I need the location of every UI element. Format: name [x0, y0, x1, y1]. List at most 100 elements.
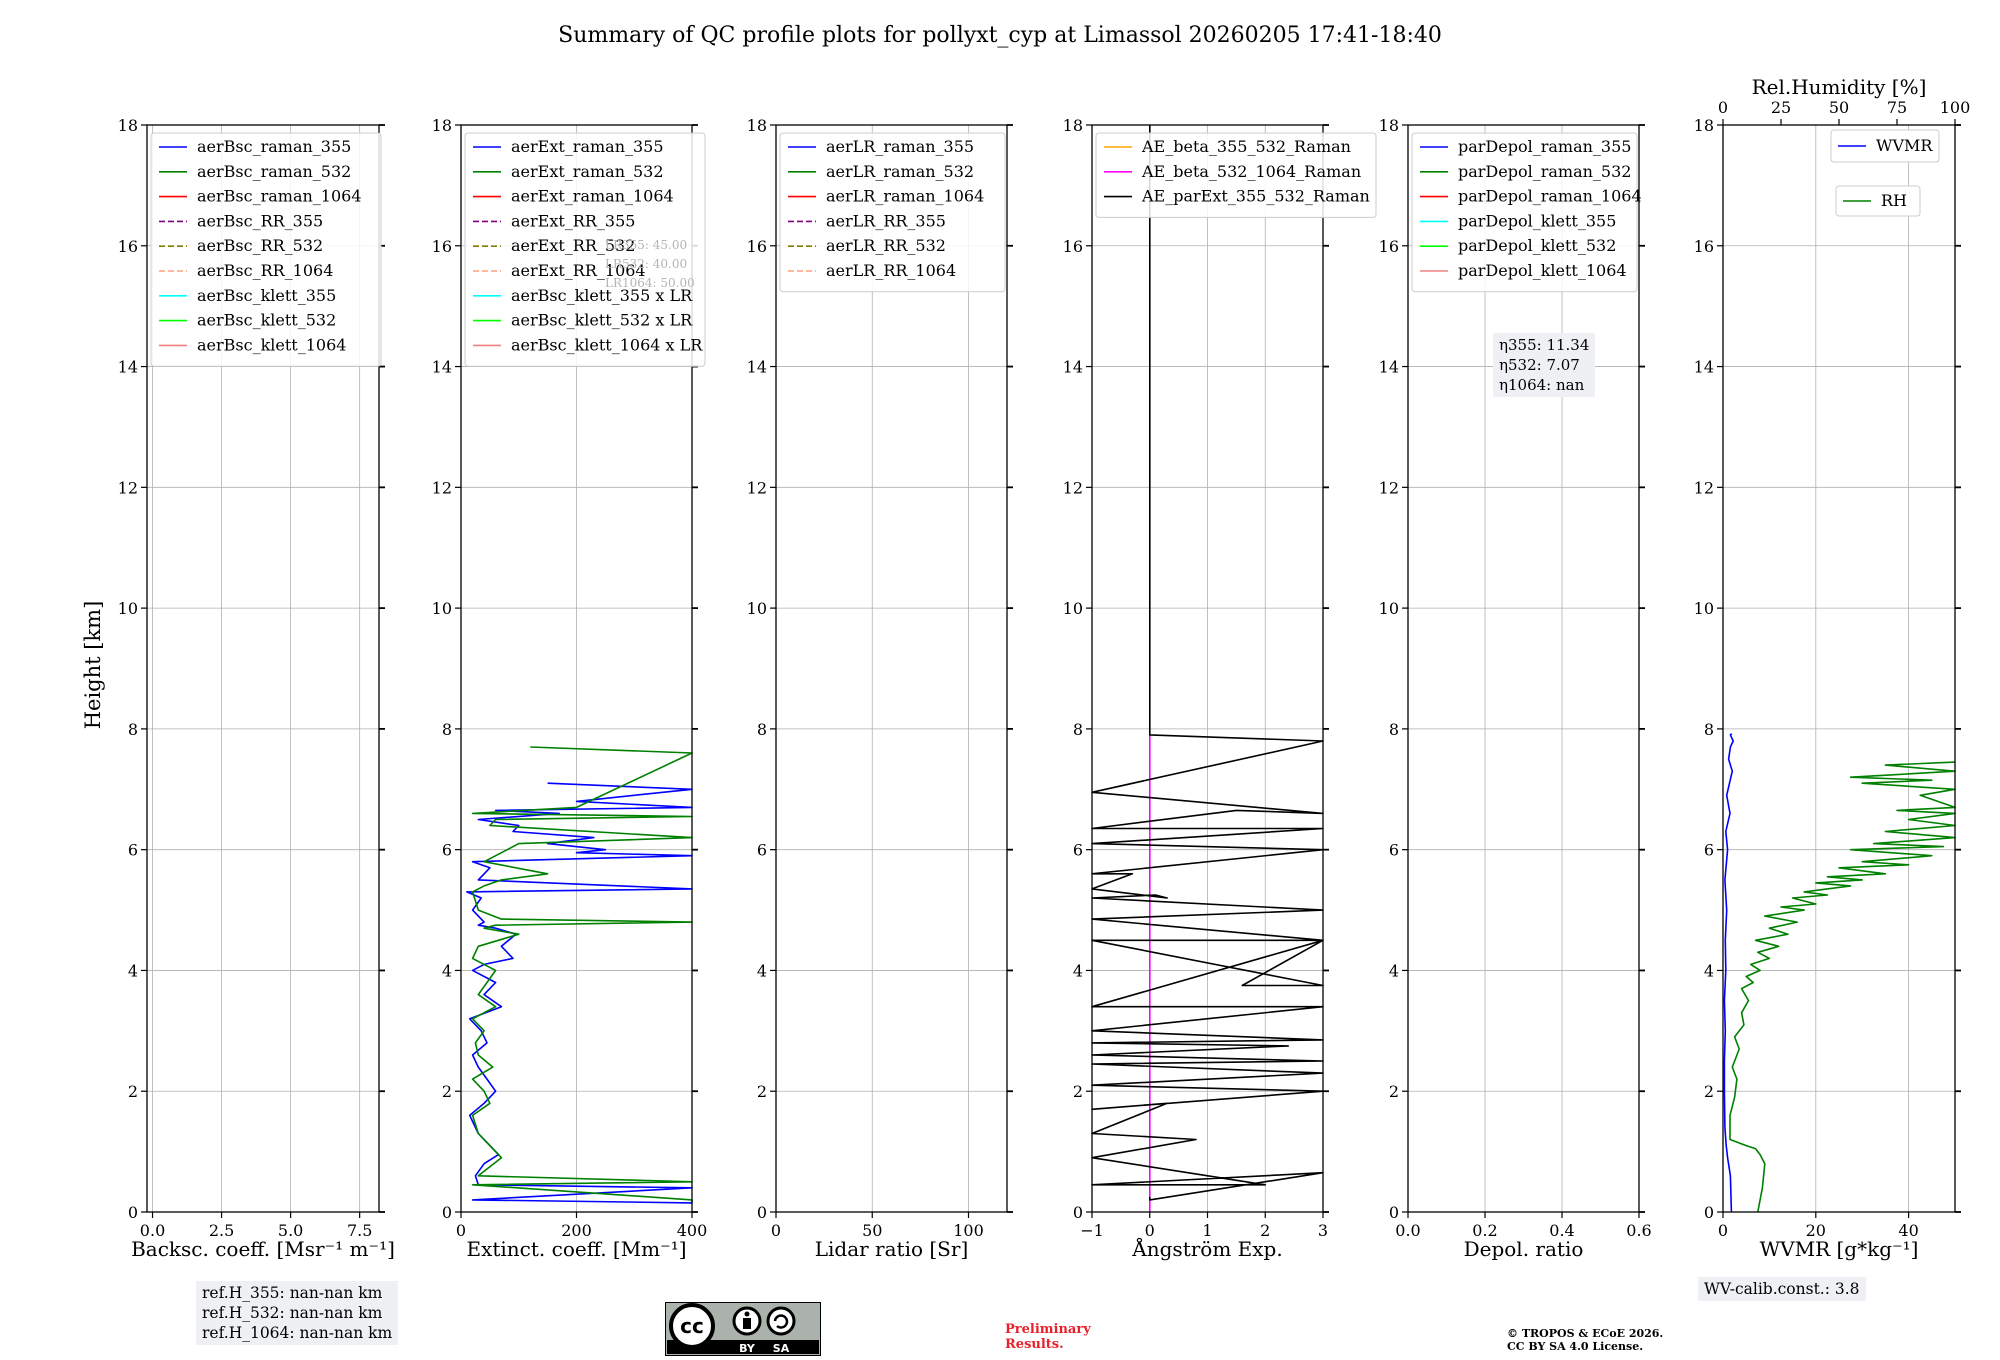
y-tick-label: 14 — [118, 358, 138, 377]
legend-entry: parDepol_klett_1064 — [1458, 261, 1627, 280]
y-tick-label: 10 — [1694, 599, 1714, 618]
y-tick-label: 14 — [747, 358, 767, 377]
legend-entry: aerBsc_klett_355 — [197, 286, 336, 305]
legend-entry: aerBsc_klett_1064 x LR — [511, 335, 703, 354]
x-tick-label: 1 — [1202, 1221, 1212, 1240]
y-tick-label: 16 — [1694, 237, 1714, 256]
x-axis-label: Extinct. coeff. [Mm⁻¹] — [466, 1237, 686, 1261]
y-tick-label: 18 — [1379, 116, 1399, 135]
x-tick-label: 40 — [1898, 1221, 1918, 1240]
legend-entry: aerBsc_raman_1064 — [197, 187, 362, 206]
y-tick-label: 18 — [747, 116, 767, 135]
y-tick-label: 6 — [1073, 841, 1083, 860]
legend-box — [464, 132, 706, 367]
y-tick-label: 4 — [128, 961, 138, 980]
legend-entry: aerBsc_klett_355 x LR — [511, 286, 693, 305]
y-tick-label: 4 — [1389, 961, 1399, 980]
y-tick-label: 16 — [432, 237, 452, 256]
y-tick-label: 12 — [432, 478, 452, 497]
y-tick-label: 14 — [1694, 358, 1714, 377]
y-tick-label: 8 — [442, 720, 452, 739]
x-axis-label: Backsc. coeff. [Msr⁻¹ m⁻¹] — [131, 1237, 395, 1261]
y-tick-label: 10 — [118, 599, 138, 618]
y-tick-label: 16 — [1379, 237, 1399, 256]
legend: parDepol_raman_355 parDepol_raman_532 parD… — [1411, 132, 1642, 293]
legend-entry: aerBsc_raman_355 — [197, 137, 351, 156]
y-tick-label: 6 — [1704, 841, 1714, 860]
y-tick-label: 0 — [1389, 1203, 1399, 1222]
x-axis-label: Ångström Exp. — [1131, 1236, 1282, 1261]
copyright-line-2: CC BY SA 4.0 License. — [1507, 1340, 1644, 1353]
cc-logo-icon — [669, 1303, 715, 1349]
y-tick-label: 4 — [1704, 961, 1714, 980]
y-tick-label: 10 — [1063, 599, 1083, 618]
x-tick-label: 2.5 — [209, 1221, 234, 1240]
x-tick-label: 0.2 — [1472, 1221, 1497, 1240]
panel-3: 0 50 100 0 2 4 6 8 10 12 14 16 18 Lidar ratio [Sr] aer… — [747, 116, 1013, 1261]
y-tick-label: 12 — [118, 478, 138, 497]
legend-box — [1095, 132, 1377, 218]
y-tick-label: 12 — [747, 478, 767, 497]
top-x-tick-label: 25 — [1771, 98, 1791, 117]
x-tick-label: 0 — [1145, 1221, 1155, 1240]
ref-height-1064: ref.H_1064: nan-nan km — [202, 1324, 393, 1342]
ref-height-532: ref.H_532: nan-nan km — [202, 1304, 383, 1322]
y-tick-label: 10 — [432, 599, 452, 618]
x-axis-label: Lidar ratio [Sr] — [815, 1237, 969, 1261]
lr-annotation: LR1064: 50.00 — [605, 276, 695, 290]
y-tick-label: 6 — [442, 841, 452, 860]
y-tick-label: 0 — [757, 1203, 767, 1222]
x-axis-label: Depol. ratio — [1464, 1237, 1584, 1261]
legend-entry: aerExt_raman_532 — [511, 162, 664, 181]
y-tick-label: 2 — [757, 1082, 767, 1101]
legend-entry: aerLR_raman_532 — [826, 162, 974, 181]
legend-box — [1411, 132, 1638, 293]
legend-entry: aerLR_RR_1064 — [826, 261, 956, 280]
preliminary-line-1: Preliminary — [1005, 1322, 1091, 1337]
x-tick-label: 200 — [561, 1221, 592, 1240]
y-tick-label: 18 — [118, 116, 138, 135]
x-tick-label: 5.0 — [278, 1221, 303, 1240]
legend-entry: aerExt_RR_1064 — [511, 261, 646, 280]
y-tick-label: 2 — [1704, 1082, 1714, 1101]
legend-entry: WVMR — [1876, 136, 1933, 155]
y-tick-label: 6 — [128, 841, 138, 860]
y-tick-label: 2 — [1073, 1082, 1083, 1101]
y-tick-label: 2 — [442, 1082, 452, 1101]
legend-entry: aerLR_raman_355 — [826, 137, 974, 156]
top-x-tick-label: 0 — [1718, 98, 1728, 117]
axes-frame — [775, 124, 1008, 1213]
series-line-aerExt_raman_355 — [465, 782, 693, 1204]
top-x-tick-label: 75 — [1887, 98, 1907, 117]
axes-frame — [1722, 124, 1956, 1213]
series-line-aerExt_raman_532 — [471, 746, 693, 1203]
x-tick-label: 50 — [862, 1221, 882, 1240]
legend-entry: AE_beta_532_1064_Raman — [1141, 162, 1361, 181]
legend: AE_beta_355_532_Raman AE_beta_532_1064_Ra… — [1095, 132, 1377, 218]
legend-entry: aerExt_raman_1064 — [511, 187, 674, 206]
legend: aerExt_raman_355 aerExt_raman_532 aerExt_r… — [464, 132, 706, 367]
y-tick-label: 10 — [1379, 599, 1399, 618]
x-tick-label: 7.5 — [347, 1221, 372, 1240]
x-tick-label: 400 — [677, 1221, 708, 1240]
copyright-line-1: © TROPOS & ECoE 2026. — [1507, 1327, 1664, 1340]
legend-entry: parDepol_raman_1064 — [1458, 187, 1642, 206]
legend-entry: AE_parExt_355_532_Raman — [1141, 187, 1370, 206]
legend-box — [1835, 185, 1921, 217]
figure-title: Summary of QC profile plots for pollyxt_… — [558, 23, 1442, 48]
y-tick-label: 14 — [1063, 358, 1083, 377]
legend-entry: aerBsc_raman_532 — [197, 162, 351, 181]
top-x-tick-label: 50 — [1829, 98, 1849, 117]
y-tick-label: 12 — [1379, 478, 1399, 497]
eta-532: η532: 7.07 — [1499, 356, 1580, 374]
lr-annotation: LR355: 45.00 — [605, 238, 687, 252]
y-tick-label: 4 — [757, 961, 767, 980]
panel-6: 0 20 40 0 2 4 6 8 10 12 14 16 18 WVMR [g*kg⁻¹] 0 25 50 75… — [1694, 75, 1971, 1261]
y-tick-label: 16 — [747, 237, 767, 256]
y-tick-label: 4 — [442, 961, 452, 980]
eta-box: η355: 11.34 η532: 7.07 η1064: nan — [1493, 333, 1596, 397]
copyright-note: © TROPOS & ECoE 2026. CC BY SA 4.0 Licen… — [1507, 1327, 1663, 1353]
preliminary-line-2: Results. — [1005, 1337, 1064, 1352]
legend-entry: parDepol_raman_355 — [1458, 137, 1631, 156]
